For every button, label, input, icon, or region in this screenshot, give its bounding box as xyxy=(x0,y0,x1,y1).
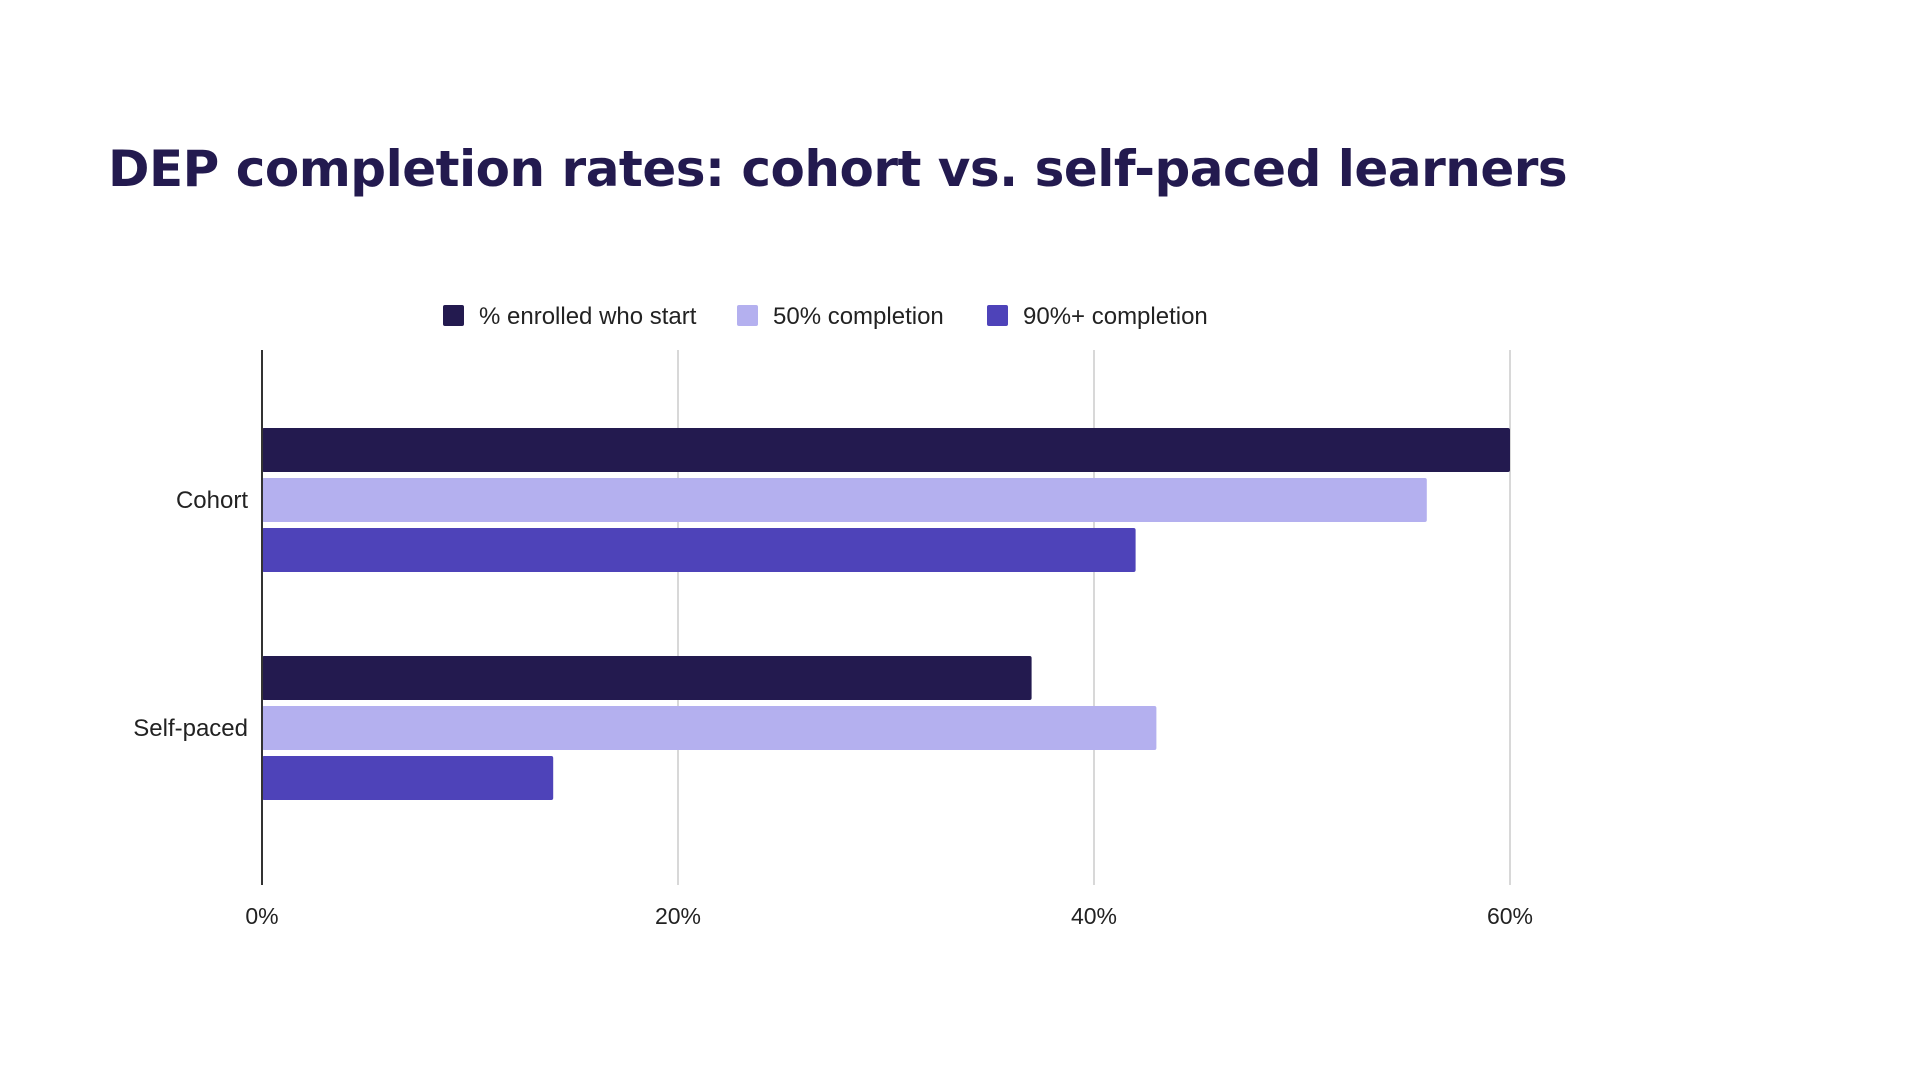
legend: % enrolled who start 50% completion 90%+ c… xyxy=(443,303,1208,330)
legend-label: % enrolled who start xyxy=(479,303,697,330)
bar xyxy=(262,756,554,800)
bar xyxy=(262,706,1157,750)
x-tick-label: 40% xyxy=(1071,903,1117,929)
chart-title: DEP completion rates: cohort vs. self-pa… xyxy=(108,140,1568,198)
legend-swatch xyxy=(443,305,464,326)
bars xyxy=(262,428,1510,800)
bar xyxy=(262,428,1510,472)
legend-swatch xyxy=(737,305,758,326)
x-tick-label: 0% xyxy=(245,903,278,929)
x-tick-label: 60% xyxy=(1487,903,1533,929)
x-tick-label: 20% xyxy=(655,903,701,929)
legend-label: 50% completion xyxy=(773,303,944,330)
bar xyxy=(262,478,1427,522)
legend-swatch xyxy=(987,305,1008,326)
bar xyxy=(262,656,1032,700)
legend-label: 90%+ completion xyxy=(1023,303,1208,330)
bar xyxy=(262,528,1136,572)
category-label: Self-paced xyxy=(133,715,248,742)
axes: 0% 20% 40% 60% Cohort Self-paced xyxy=(133,350,1533,929)
category-label: Cohort xyxy=(176,487,248,514)
